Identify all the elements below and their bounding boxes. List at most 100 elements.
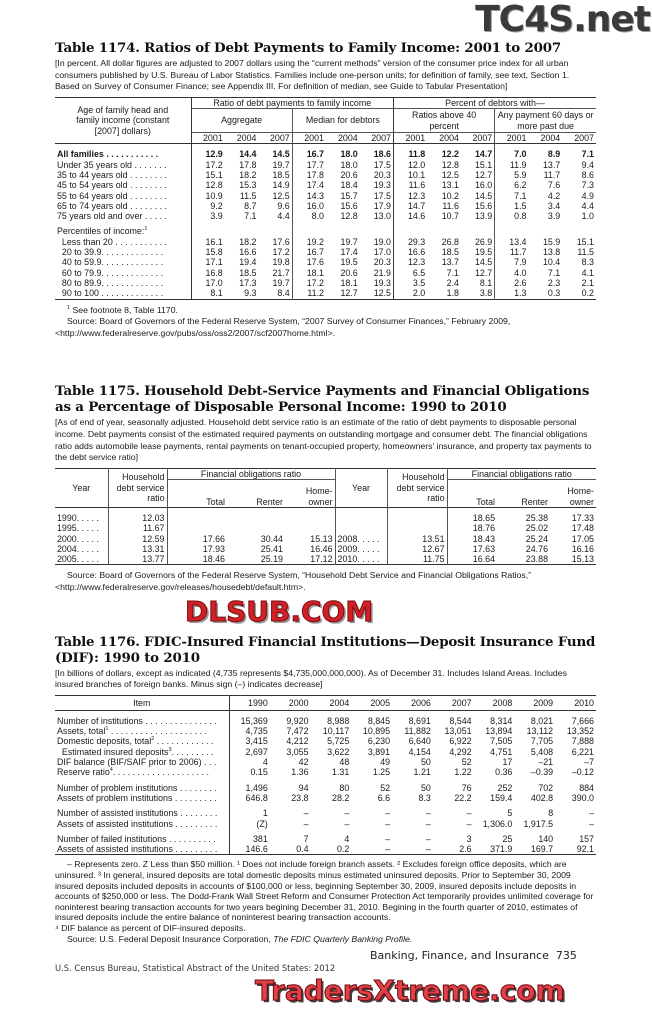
data-cell: 15.3 [239,180,257,191]
data-cell: 17.1 [205,257,223,268]
data-cell: 18.43 [472,533,496,544]
source-note: Source: Board of Governors of the Federa… [55,316,511,338]
data-cell: 50 [420,782,431,793]
year-header: 2001 [405,133,426,144]
row-label-text: Reserve ratio [57,767,110,778]
data-cell: 1.31 [332,767,350,778]
data-cell: 19.0 [359,236,394,248]
data-cell: 16.1 [205,236,223,247]
table-1176-section: Table 1176. FDIC-Insured Financial Insti… [55,634,596,945]
data-cell: 19.8 [258,257,293,268]
table-row: Assets of assisted institutions . . . . … [55,818,596,829]
table-row: 40 to 59.9. . . . . . . . . . . . . 17.1 1… [55,257,596,268]
data-cell: 10.4 [542,257,561,268]
data-cell: 3 [466,833,472,844]
table-row: Number of institutions . . . . . . . . .… [55,710,596,727]
year-header: 2008 [492,697,513,708]
data-cell: – [425,818,431,829]
table-1175-headnote: [As of end of year, seasonally adjusted.… [55,417,592,463]
data-cell: 12.8 [441,159,459,170]
data-cell: 10.7 [441,211,459,222]
data-cell: 16.16 [571,543,594,554]
leader-dots: . . . . . . . . . . . . . . . . . . . . [112,767,210,778]
data-cell: 17.93 [202,543,225,554]
row-label-text: Assets of assisted institutions . . . . … [57,844,218,855]
data-cell: 140 [538,833,554,844]
table-1175-section: Table 1175. Household Debt-Service Payme… [55,383,596,593]
row-label: Assets, total1 . . . . . . . . . . . . .… [55,726,230,737]
row-label-text: Domestic deposits, total [57,736,152,747]
data-cell: 6,230 [367,736,391,747]
table-row: Number of problem institutions . . . . .… [55,777,596,793]
data-cell: 7.9 [514,257,527,268]
data-cell: 8,845 [367,715,391,726]
data-cell: – [385,833,391,844]
data-cell: 10.9 [205,190,223,201]
data-cell: 15.1 [461,159,496,170]
row-label-text: Assets of problem institutions . . . . .… [57,792,217,803]
data-cell: 17.0 [359,247,394,258]
data-cell: 18.5 [239,267,257,278]
table-row: 1990. . . . . 12.03 18.65 25.38 17.33 [55,507,596,524]
footnote: 1 See footnote 8, Table 1170. [55,305,596,317]
data-cell: 3.5 [412,277,426,288]
data-cell: 3,055 [286,746,309,757]
data-cell: 8.9 [547,149,561,160]
source-title: The FDIC Quarterly Banking Profile. [273,933,413,944]
data-cell: 19.5 [461,247,496,258]
data-cell: 4.2 [547,190,561,201]
data-cell: 14.5 [461,190,496,201]
data-cell: 17.2 [205,159,223,170]
data-cell: – [303,808,309,819]
data-cell [227,507,285,523]
data-cell: 1.36 [291,767,309,778]
data-cell: 12.67 [387,543,448,555]
data-cell: 6,922 [449,736,472,747]
year-header: 2007 [359,132,394,144]
table-row: Domestic deposits, total2 . . . . . . . … [55,736,596,747]
row-label: Less than 20 . . . . . . . . . . . [55,236,192,248]
data-cell: 22.2 [454,792,472,803]
table-1176-headnote: [In billions of dollars, except as indic… [55,667,567,690]
row-label: 80 to 89.9. . . . . . . . . . . . . [55,277,192,289]
row-label: Estimated insured deposits3. . . . . . .… [55,746,230,758]
row-label: Number of assisted institutions . . . . … [55,803,230,819]
data-cell: 17.6 [306,257,324,268]
data-cell: 1.22 [454,767,472,778]
row-label-text: 40 to 59.9. . . . . . . . . . . . . [57,257,164,268]
data-cell: 8.3 [418,792,431,803]
table-row: Reserve ratio4. . . . . . . . . . . . . … [55,767,596,778]
data-cell: 7.1 [514,190,527,201]
running-footer: Banking, Finance, and Insurance 735 [55,949,596,962]
data-cell: 4,292 [449,746,472,757]
data-cell: 12.7 [461,267,496,278]
data-cell: 13.0 [359,211,394,222]
data-cell: 17.5 [359,159,394,170]
year-header: Year [335,468,388,508]
data-cell: 9.2 [210,200,223,211]
data-cell: 14.4 [239,149,257,160]
data-cell: 157 [579,833,594,844]
data-cell: 14.7 [407,200,426,211]
table-1174-headnote: [In percent. All dollar figures are adju… [55,58,570,92]
data-cell: 24.76 [525,543,549,554]
data-cell: 4,735 [245,726,268,737]
footnote-marker: 1 [144,226,148,233]
table-row: 80 to 89.9. . . . . . . . . . . . . 17.0 1… [55,277,596,289]
row-label: 65 to 74 years old . . . . . . . . [55,200,192,212]
data-cell: 28.2 [332,792,350,803]
section-name: Banking, Finance, and Insurance [370,949,549,963]
data-cell [191,221,225,236]
row-label-text: 75 years old and over . . . . . [57,211,168,222]
data-cell: 21.9 [359,267,394,278]
data-cell: 19.7 [258,277,293,289]
year-header: 2007 [258,132,293,144]
data-cell: 17.8 [239,159,257,170]
data-cell: 13,051 [444,726,472,737]
source-note: Source: U.S. Federal Deposit Insurance C… [55,934,596,945]
data-cell: 8.3 [581,257,594,268]
renter-header: Renter [256,496,283,507]
data-cell: 10,117 [322,726,350,737]
data-cell: 3,415 [245,736,268,747]
year-cell: 2008. . . . . [335,533,388,544]
